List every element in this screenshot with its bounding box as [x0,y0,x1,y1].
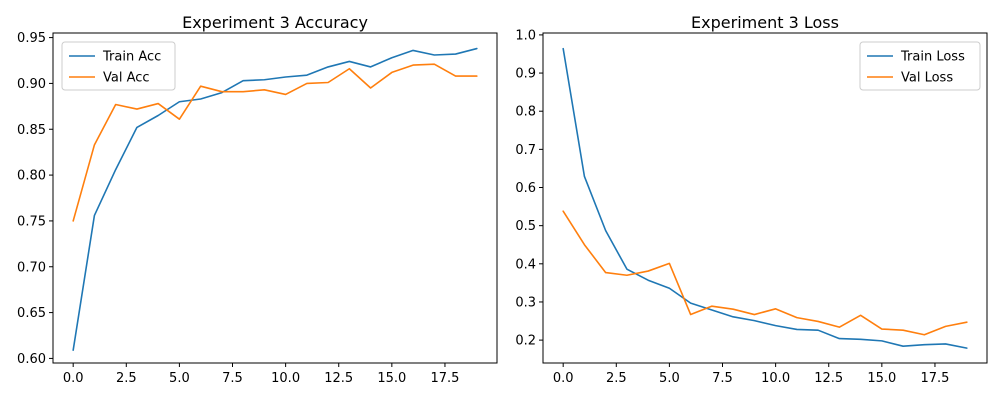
accuracy-x-tick-label-1: 2.5 [116,371,137,386]
accuracy-legend-label-0: Train Acc [102,50,161,65]
loss-x-tick-label-2: 5.0 [659,371,680,386]
accuracy-y-tick-label-3: 0.75 [17,214,46,229]
loss-x-tick-label-7: 17.5 [920,371,949,386]
loss-series-line-0 [562,47,968,349]
loss-y-tick-label-1: 0.3 [515,295,536,310]
loss-x-tick-label-6: 15.0 [867,371,896,386]
accuracy-y-tick-label-1: 0.65 [17,306,46,321]
loss-x-tick-label-0: 0.0 [553,371,574,386]
loss-series-line-1 [562,210,968,336]
accuracy-legend-label-1: Val Acc [103,71,150,86]
accuracy-panel: Experiment 3 Accuracy 0.0 2.5 5.0 7.5 10.0 12… [17,13,498,386]
accuracy-chart-title: Experiment 3 Accuracy [182,13,368,32]
loss-legend-label-0: Train Loss [900,50,965,65]
loss-chart-title: Experiment 3 Loss [691,13,839,32]
accuracy-x-tick-label-6: 15.0 [377,371,406,386]
accuracy-series-line-0 [72,47,478,351]
accuracy-x-tick-label-4: 10.0 [271,371,300,386]
accuracy-series-line-1 [72,63,478,222]
loss-x-tick-label-1: 2.5 [606,371,627,386]
accuracy-x-tick-label-5: 12.5 [324,371,353,386]
loss-y-tick-label-6: 0.8 [515,105,536,120]
loss-y-tick-label-5: 0.7 [515,143,536,158]
loss-x-tick-label-4: 10.0 [761,371,790,386]
accuracy-x-tick-label-7: 17.5 [430,371,459,386]
accuracy-legend: Train Acc Val Acc [61,41,176,91]
loss-y-tick-label-2: 0.4 [515,257,536,272]
loss-y-tick-label-3: 0.5 [515,219,536,234]
accuracy-y-tick-label-4: 0.80 [17,169,46,184]
accuracy-x-tick-label-0: 0.0 [63,371,84,386]
loss-legend-label-1: Val Loss [901,71,953,86]
loss-legend: Train Loss Val Loss [859,41,981,91]
accuracy-x-tick-label-3: 7.5 [222,371,243,386]
accuracy-y-tick-label-5: 0.85 [17,123,46,138]
loss-axes-frame [542,32,988,364]
loss-x-tick-label-5: 12.5 [814,371,843,386]
accuracy-y-tick-label-7: 0.95 [17,31,46,46]
accuracy-y-tick-label-2: 0.70 [17,260,46,275]
accuracy-y-tick-label-6: 0.90 [17,77,46,92]
accuracy-x-tick-label-2: 5.0 [169,371,190,386]
loss-x-tick-label-3: 7.5 [712,371,733,386]
accuracy-y-tick-label-0: 0.60 [17,352,46,367]
loss-panel: Experiment 3 Loss 0.0 2.5 5.0 7.5 10.0 12.5 15… [515,13,988,386]
loss-y-tick-label-0: 0.2 [515,334,536,349]
accuracy-legend-box [61,41,176,91]
loss-y-tick-label-4: 0.6 [515,181,536,196]
loss-legend-box [859,41,981,91]
accuracy-axes-frame [52,32,498,364]
loss-y-tick-label-8: 1.0 [515,28,536,43]
loss-y-tick-label-7: 0.9 [515,67,536,82]
